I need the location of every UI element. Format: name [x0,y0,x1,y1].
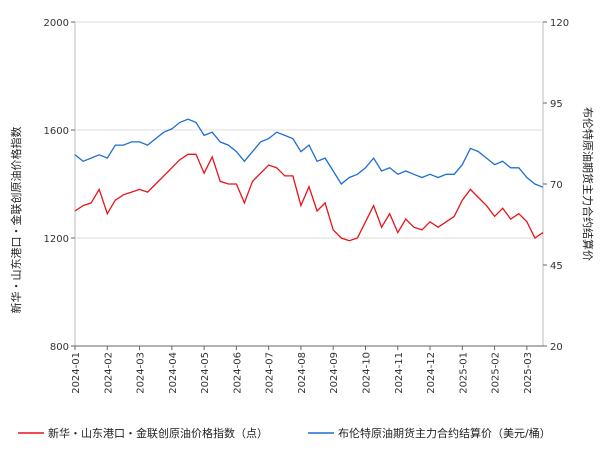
y-tick-label: 2000 [44,18,69,29]
x-tick-label: 2025-01 [458,352,469,394]
x-tick-label: 2024-07 [265,352,276,394]
plot-frame [74,21,544,347]
y-tick-label: 1200 [44,234,69,245]
y2-tick-label: 20 [550,342,563,353]
y2-tick-label: 45 [550,261,563,272]
x-tick-label: 2025-03 [523,352,534,394]
x-tick-label: 2025-02 [491,352,502,394]
y2-axis-title: 布伦特原油期货主力合约结算价 [581,107,595,261]
series-line [74,153,544,242]
x-tick-label: 2024-11 [394,352,405,394]
x-tick-label: 2024-03 [136,352,147,394]
y-axis-title: 新华・山东港口・金联创原油价格指数 [9,127,23,314]
y-tick-label: 800 [50,342,69,353]
x-tick-label: 2024-01 [71,352,82,394]
x-tick-label: 2024-09 [329,352,340,394]
legend-text: 新华・山东港口・金联创原油价格指数（点） [48,426,268,440]
x-tick-label: 2024-02 [103,352,114,394]
x-tick-label: 2024-08 [297,352,308,394]
y-tick-label: 1600 [44,126,69,137]
x-tick-label: 2024-12 [426,352,437,394]
series-line [74,118,544,188]
x-tick-label: 2024-06 [232,352,243,394]
y2-tick-label: 70 [550,180,563,191]
y2-tick-label: 120 [550,18,569,29]
legend-text: 布伦特原油期货主力合约结算价（美元/桶） [338,426,551,440]
x-tick-label: 2024-04 [168,352,179,394]
x-tick-label: 2024-05 [200,352,211,394]
y2-tick-label: 95 [550,99,563,110]
x-tick-label: 2024-10 [361,352,372,394]
